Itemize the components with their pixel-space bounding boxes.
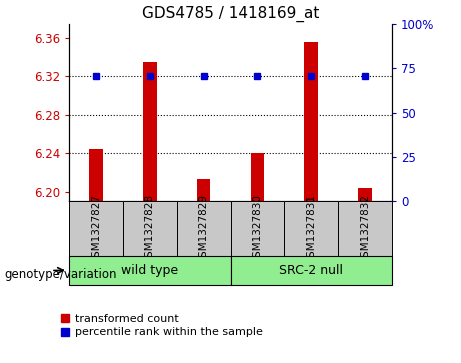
Bar: [177, 201, 230, 256]
Bar: [338, 201, 392, 256]
Text: GSM1327827: GSM1327827: [91, 194, 101, 264]
Title: GDS4785 / 1418169_at: GDS4785 / 1418169_at: [142, 6, 319, 22]
Bar: [123, 201, 177, 256]
Bar: [69, 256, 230, 285]
Bar: [69, 201, 123, 256]
Bar: [143, 62, 157, 201]
Text: wild type: wild type: [121, 264, 178, 277]
Bar: [304, 42, 318, 201]
Bar: [251, 154, 264, 201]
Text: GSM1327830: GSM1327830: [252, 194, 262, 264]
Bar: [230, 256, 392, 285]
Bar: [89, 148, 103, 201]
Bar: [230, 201, 284, 256]
Bar: [197, 179, 210, 201]
Legend: transformed count, percentile rank within the sample: transformed count, percentile rank withi…: [61, 314, 263, 338]
Text: GSM1327831: GSM1327831: [306, 194, 316, 264]
Text: GSM1327828: GSM1327828: [145, 194, 155, 264]
Text: GSM1327832: GSM1327832: [360, 194, 370, 264]
Text: SRC-2 null: SRC-2 null: [279, 264, 343, 277]
Text: GSM1327829: GSM1327829: [199, 194, 209, 264]
Bar: [284, 201, 338, 256]
Text: genotype/variation: genotype/variation: [5, 268, 117, 281]
Bar: [358, 188, 372, 201]
